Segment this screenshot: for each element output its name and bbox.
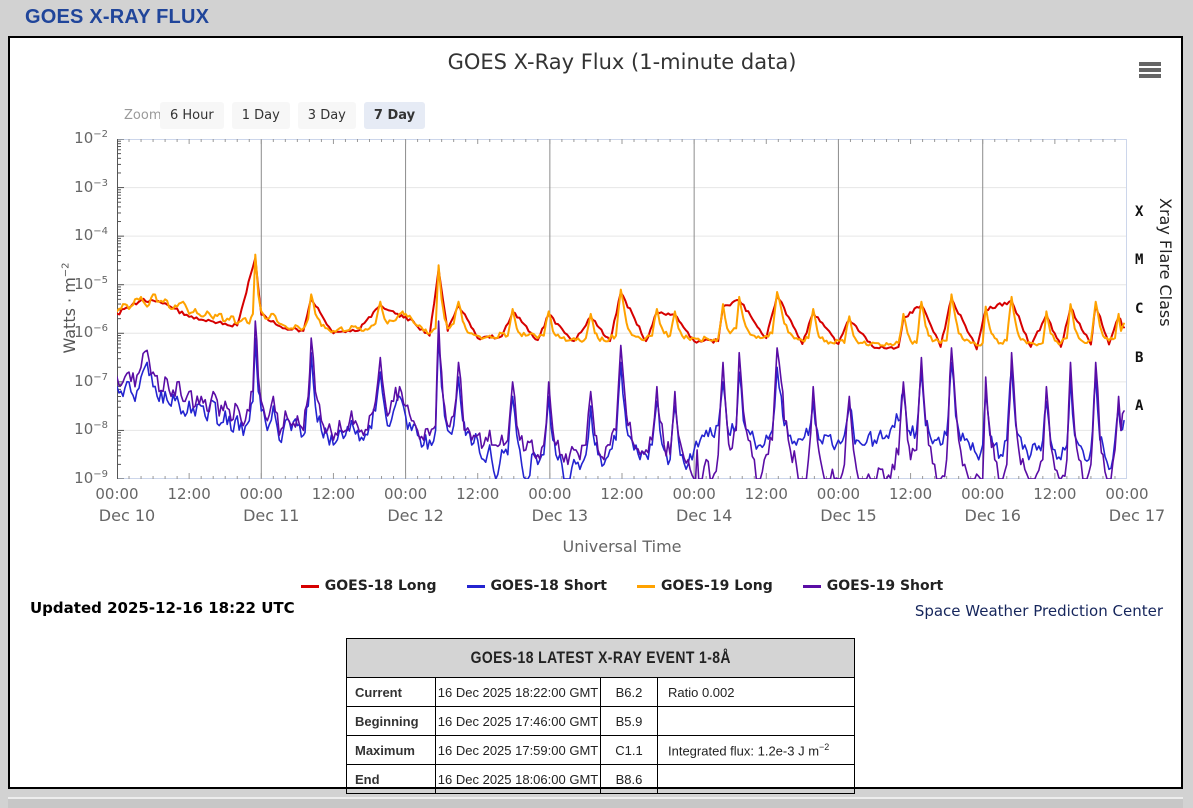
x-tick-label: 00:00 [383, 485, 428, 503]
x-date-label: Dec 11 [243, 506, 300, 525]
event-row-class: B8.6 [600, 764, 658, 794]
event-table-row: Beginning 16 Dec 2025 17:46:00 GMT B5.9 [346, 706, 855, 736]
flare-class-C: C [1135, 301, 1144, 317]
legend-label: GOES-18 Short [490, 578, 607, 594]
chart-panel: GOES X-Ray Flux (1-minute data) Zoom 6 H… [8, 36, 1183, 794]
y-tick-label: 10−3 [74, 177, 108, 196]
x-date-label: Dec 17 [1108, 506, 1166, 525]
zoom-button-6-hour[interactable]: 6 Hour [160, 102, 224, 129]
right-axis-title: Xray Flare Class [1156, 198, 1175, 327]
event-row-note: Ratio 0.002 [657, 677, 855, 707]
legend-label: GOES-18 Long [324, 578, 437, 594]
legend-item-goes-18-long[interactable]: GOES-18 Long [300, 578, 437, 594]
x-tick-label: 00:00 [528, 485, 572, 503]
flux-chart-svg [116, 138, 1127, 480]
event-table-row: Maximum 16 Dec 2025 17:59:00 GMT C1.1 Integ… [346, 735, 855, 765]
event-row-note [657, 706, 855, 736]
zoom-button-7-day[interactable]: 7 Day [363, 102, 426, 129]
event-row-label: Current [346, 677, 436, 707]
credit-text: Space Weather Prediction Center [914, 602, 1163, 620]
zoom-button-3-day[interactable]: 3 Day [297, 102, 356, 129]
legend-dash-icon [300, 584, 319, 588]
flare-class-B: B [1135, 349, 1144, 366]
legend-label: GOES-19 Long [661, 578, 773, 594]
x-tick-label: 12:00 [456, 485, 500, 503]
y-tick-label: 10−2 [74, 129, 108, 147]
event-row-label: Beginning [346, 706, 436, 736]
legend-item-goes-19-long[interactable]: GOES-19 Long [637, 578, 773, 594]
y-tick-label: 10−4 [74, 226, 108, 245]
section-header-goes-xray-flux[interactable]: GOES X-RAY FLUX [0, 0, 1193, 34]
x-tick-label: 12:00 [167, 485, 211, 503]
page-title: GOES X-RAY FLUX [25, 6, 210, 28]
y-tick-label: 10−6 [74, 323, 108, 342]
series-goes-19-long [116, 253, 1125, 347]
chart-title: GOES X-Ray Flux (1-minute data) [447, 50, 797, 74]
event-table-title: GOES-18 LATEST X-RAY EVENT 1-8Å [346, 638, 855, 678]
zoom-label: Zoom [124, 108, 162, 123]
x-date-label: Dec 13 [531, 506, 589, 525]
x-tick-label: 00:00 [961, 485, 1005, 503]
chart-legend: GOES-18 Long GOES-18 Short GOES-19 Long GOE… [117, 578, 1127, 594]
zoom-button-1-day[interactable]: 1 Day [231, 102, 290, 129]
event-row-note: Integrated flux: 1.2e-3 J m−2 [657, 735, 855, 765]
x-date-label: Dec 15 [820, 506, 877, 525]
y-tick-label: 10−9 [74, 469, 108, 487]
x-date-label: Dec 10 [98, 506, 156, 525]
x-tick-label: 12:00 [600, 485, 644, 503]
x-tick-label: 12:00 [311, 485, 356, 503]
x-tick-label: 00:00 [1105, 485, 1149, 503]
x-tick-label: 00:00 [816, 485, 861, 503]
event-row-time: 16 Dec 2025 17:46:00 GMT [435, 706, 601, 736]
latest-event-table: GOES-18 LATEST X-RAY EVENT 1-8Å Current 1… [346, 638, 855, 794]
flare-class-X: X [1135, 203, 1144, 220]
event-row-note [657, 764, 855, 794]
legend-label: GOES-19 Short [826, 578, 944, 594]
event-row-class: C1.1 [600, 735, 658, 765]
x-date-label: Dec 16 [964, 506, 1021, 525]
event-row-class: B6.2 [600, 677, 658, 707]
zoom-button-group: 6 Hour 1 Day 3 Day 7 Day [160, 102, 426, 129]
event-table-row: End 16 Dec 2025 18:06:00 GMT B8.6 [346, 764, 855, 794]
legend-dash-icon [637, 584, 655, 588]
event-row-time: 16 Dec 2025 18:22:00 GMT [435, 677, 601, 707]
event-row-label: End [346, 764, 436, 794]
legend-dash-icon [802, 584, 821, 588]
x-date-label: Dec 12 [387, 506, 444, 525]
flare-class-M: M [1135, 252, 1144, 269]
x-tick-label: 12:00 [888, 485, 933, 503]
event-row-time: 16 Dec 2025 18:06:00 GMT [435, 764, 601, 794]
y-tick-label: 10−8 [74, 420, 108, 439]
event-table-row: Current 16 Dec 2025 18:22:00 GMT B6.2 Ratio… [346, 677, 855, 707]
series-goes-19-short [116, 320, 1125, 480]
legend-item-goes-19-short[interactable]: GOES-19 Short [802, 578, 944, 594]
x-date-label: Dec 14 [675, 506, 733, 525]
event-row-class: B5.9 [600, 706, 658, 736]
next-section-bar[interactable] [8, 797, 1183, 808]
x-tick-label: 12:00 [1033, 485, 1077, 503]
event-row-label: Maximum [346, 735, 436, 765]
x-tick-label: 00:00 [95, 485, 139, 503]
plot-area[interactable] [116, 138, 1127, 480]
updated-timestamp: Updated 2025-12-16 18:22 UTC [30, 599, 295, 617]
legend-item-goes-18-short[interactable]: GOES-18 Short [466, 578, 607, 594]
x-tick-label: 12:00 [744, 485, 788, 503]
x-tick-label: 00:00 [672, 485, 716, 503]
hamburger-menu-icon[interactable] [1139, 62, 1163, 80]
flare-class-A: A [1135, 398, 1144, 415]
legend-dash-icon [466, 584, 485, 588]
series-goes-18-short [116, 337, 1125, 480]
series-goes-18-long [116, 257, 1125, 351]
y-tick-label: 10−7 [74, 371, 108, 390]
event-row-time: 16 Dec 2025 17:59:00 GMT [435, 735, 601, 765]
y-tick-label: 10−5 [74, 274, 108, 293]
y-axis-title: Watts · m−2 [60, 262, 80, 354]
x-tick-label: 00:00 [239, 485, 283, 503]
x-axis-title: Universal Time [562, 537, 682, 556]
